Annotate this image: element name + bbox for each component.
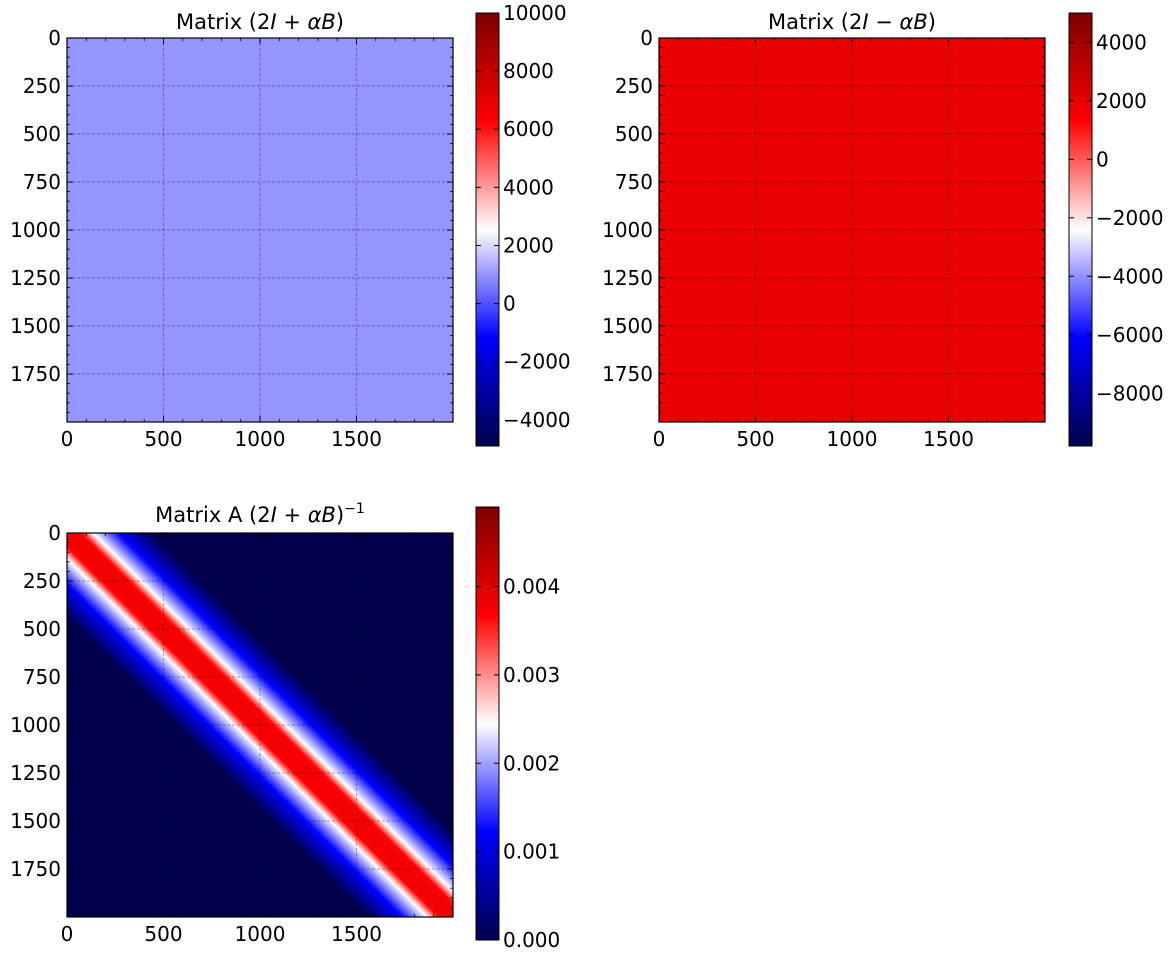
colorbar-tick-label: 0.002 [503,751,560,775]
y-tick-label: 750 [615,170,653,194]
colorbar-tick-label: 10000 [503,1,567,25]
y-tick-label: 500 [23,122,61,146]
colorbar-1: −4000 −2000 0 2000 4000 6000 8000 10000 [475,1,571,447]
heatmap-panel-2: Matrix (2I − αB) 0 500 1000 1500 0 250 500 750 1… [602,10,1164,451]
y-tick-label: 1250 [10,761,61,785]
x-tick-label: 1000 [827,427,878,451]
colorbar-tick-label: 8000 [503,59,554,83]
y-tick-label: 1000 [10,218,61,242]
heatmap-fill [659,38,1045,422]
colorbar-gradient [475,12,500,447]
chart-title-1: Matrix (2I + αB) [176,10,344,34]
x-tick-label: 1000 [235,922,286,946]
x-tick-label: 1500 [331,427,382,451]
y-tick-label: 1750 [10,362,61,386]
heatmap-panel-3: Matrix A (2I + αB)−1 0 500 1000 1500 0 250 500… [10,501,560,952]
x-tick-label: 500 [736,427,774,451]
x-tick-label: 500 [144,922,182,946]
y-tick-label: 750 [23,170,61,194]
y-tick-label: 250 [615,74,653,98]
x-tick-label: 0 [61,922,74,946]
y-tick-label: 1750 [10,857,61,881]
y-tick-label: 500 [615,122,653,146]
x-tick-label: 1500 [923,427,974,451]
x-tick-label: 500 [144,427,182,451]
colorbar-tick-label: 2000 [503,233,554,257]
y-tick-label: 0 [48,26,61,50]
heatmap-panel-1: Matrix (2I + αB) 0 500 1000 1500 0 250 500 750 1… [10,1,571,451]
x-tick-label: 0 [61,427,74,451]
colorbar-tick-label: 0 [1096,147,1109,171]
y-tick-label: 0 [48,521,61,545]
colorbar-tick-label: 0.000 [503,928,560,952]
colorbar-tick-label: 0.003 [503,663,560,687]
heatmap-fill [67,38,453,422]
y-tick-label: 250 [23,569,61,593]
chart-title-3: Matrix A (2I + αB)−1 [155,501,365,527]
y-tick-label: 1750 [602,362,653,386]
y-tick-label: 500 [23,617,61,641]
y-tick-label: 250 [23,74,61,98]
y-tick-label: 1500 [602,314,653,338]
plot-area-2: 0 500 1000 1500 0 250 500 750 1000 1250 1500 1750 [602,26,1046,451]
colorbar-tick-label: 0.004 [503,575,560,599]
y-tick-label: 1000 [602,218,653,242]
y-tick-label: 1000 [10,713,61,737]
y-tick-label: 750 [23,665,61,689]
colorbar-tick-label: −2000 [503,350,571,374]
x-tick-label: 1500 [331,922,382,946]
y-tick-label: 1250 [602,266,653,290]
colorbar-tick-label: −8000 [1096,381,1164,405]
colorbar-tick-label: 4000 [503,175,554,199]
colorbar-tick-label: −4000 [1096,264,1164,288]
x-tick-label: 1000 [235,427,286,451]
colorbar-tick-label: −2000 [1096,206,1164,230]
y-tick-label: 0 [640,26,653,50]
diagonal-band [67,533,453,917]
colorbar-gradient [1068,12,1093,447]
chart-title-2: Matrix (2I − αB) [768,10,936,34]
colorbar-3: 0.000 0.001 0.002 0.003 0.004 [475,506,560,952]
y-tick-label: 1250 [10,266,61,290]
y-tick-label: 1500 [10,809,61,833]
colorbar-tick-label: 0.001 [503,840,560,864]
plot-area-1: 0 500 1000 1500 0 250 500 750 1000 1250 1500 1750 [10,26,454,451]
colorbar-tick-label: −4000 [503,408,571,432]
colorbar-tick-label: 6000 [503,117,554,141]
colorbar-tick-label: 0 [503,292,516,316]
colorbar-2: −8000 −6000 −4000 −2000 0 2000 4000 [1068,12,1164,447]
x-tick-label: 0 [653,427,666,451]
plot-area-3: 0 500 1000 1500 0 250 500 750 1000 1250 1500 1750 [10,521,454,946]
colorbar-gradient [475,506,500,941]
y-tick-label: 1500 [10,314,61,338]
colorbar-tick-label: −6000 [1096,323,1164,347]
colorbar-tick-label: 2000 [1096,89,1147,113]
colorbar-tick-label: 4000 [1096,30,1147,54]
